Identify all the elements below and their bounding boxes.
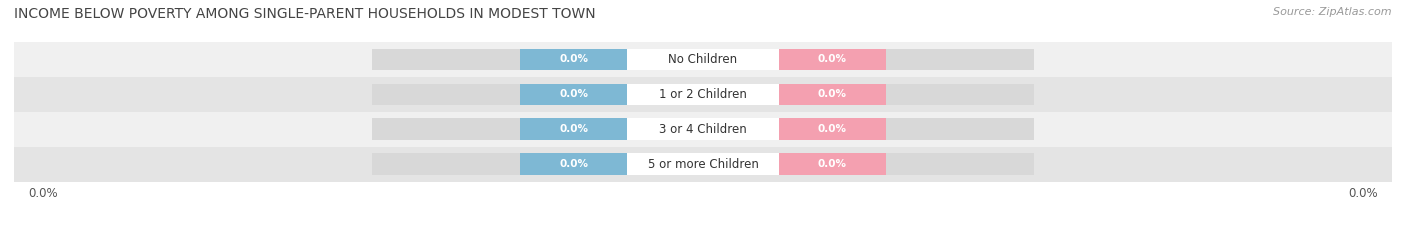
Bar bbox=[627, 49, 779, 70]
Bar bbox=[627, 153, 779, 175]
Bar bbox=[779, 153, 886, 175]
Bar bbox=[627, 118, 779, 140]
Bar bbox=[373, 153, 1033, 175]
Text: INCOME BELOW POVERTY AMONG SINGLE-PARENT HOUSEHOLDS IN MODEST TOWN: INCOME BELOW POVERTY AMONG SINGLE-PARENT… bbox=[14, 7, 596, 21]
Bar bbox=[779, 118, 886, 140]
Text: 0.0%: 0.0% bbox=[560, 124, 588, 134]
Bar bbox=[520, 83, 627, 105]
Bar bbox=[14, 77, 1392, 112]
Bar bbox=[779, 83, 886, 105]
Text: No Children: No Children bbox=[668, 53, 738, 66]
Text: 0.0%: 0.0% bbox=[1348, 187, 1378, 200]
Bar bbox=[14, 42, 1392, 77]
Bar bbox=[373, 49, 1033, 70]
Text: 0.0%: 0.0% bbox=[560, 55, 588, 64]
Text: 1 or 2 Children: 1 or 2 Children bbox=[659, 88, 747, 101]
Bar bbox=[373, 83, 1033, 105]
Bar bbox=[14, 112, 1392, 147]
Text: 0.0%: 0.0% bbox=[818, 124, 846, 134]
Bar bbox=[627, 83, 779, 105]
Text: 3 or 4 Children: 3 or 4 Children bbox=[659, 123, 747, 136]
Bar bbox=[520, 49, 627, 70]
Text: 0.0%: 0.0% bbox=[818, 55, 846, 64]
Text: 0.0%: 0.0% bbox=[818, 159, 846, 169]
Text: 0.0%: 0.0% bbox=[28, 187, 58, 200]
Bar bbox=[373, 118, 1033, 140]
Bar bbox=[520, 118, 627, 140]
Text: 0.0%: 0.0% bbox=[560, 89, 588, 99]
Text: 0.0%: 0.0% bbox=[560, 159, 588, 169]
Text: 5 or more Children: 5 or more Children bbox=[648, 158, 758, 171]
Text: 0.0%: 0.0% bbox=[818, 89, 846, 99]
Text: Source: ZipAtlas.com: Source: ZipAtlas.com bbox=[1274, 7, 1392, 17]
Bar bbox=[14, 147, 1392, 182]
Bar bbox=[779, 49, 886, 70]
Bar bbox=[520, 153, 627, 175]
